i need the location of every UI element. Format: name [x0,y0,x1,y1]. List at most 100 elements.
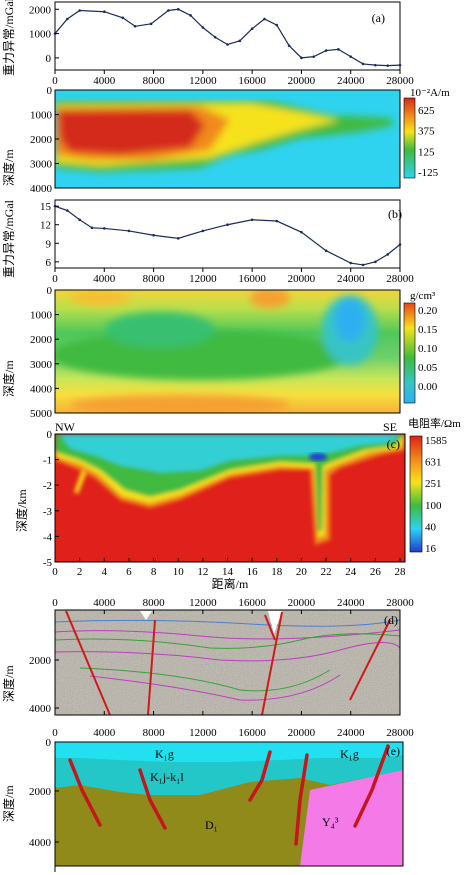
panel-e-unit-y4: Y₄³ [322,815,339,829]
panel-c-xtick-tick-label: 2 [77,566,83,578]
panel-b-gravity-ytick-label: 6 [46,257,52,269]
panel-b-density-ytick-tick-label: 1000 [30,310,53,322]
panel-e-label: (e) [387,744,400,758]
panel-e-ylabel: 深度/m [1,785,16,822]
panel-e-ytick-label: 0 [46,737,52,749]
panel-b-colorbar-tick: 0.05 [418,362,438,374]
panel-c-colorbar-tick: 16 [425,543,437,555]
panel-b-gravity-data-point [250,218,254,222]
panel-b-gravity-data-point [152,233,155,237]
panel-a-gravity-data-point [66,17,69,21]
panel-e-unit-k1g-right: K₁g [340,747,359,761]
panel-e-unit-d1: D₁ [205,818,218,832]
panel-a-colorbar-tick: -125 [418,167,439,179]
panel-a-gravity-data-point [250,27,254,31]
panel-c-xtick-tick-label: 28 [395,566,407,578]
panel-b-gravity-xtick-label: 8000 [143,273,166,285]
panel-c-resistivity-map [55,434,405,562]
panel-d-top-tick-tick-label: 20000 [288,597,316,609]
panel-d-bottom-tick-tick-label: 8000 [143,727,166,739]
panel-a-colorbar-tick: 625 [418,105,435,117]
panel-a-gravity-data-point [121,16,125,20]
panel-b-colorbar-tick: 0.15 [418,324,438,336]
panel-c-se-label: SE [383,420,397,434]
panel-b-gravity-ytick-label: 9 [46,238,52,250]
panel-b-gravity-xtick-label: 12000 [189,273,217,285]
panel-c-xticks: 0 2 4 6 8 10 12 14 16 18 20 22 24 26 28 [52,558,406,578]
panel-b-gravity-data-point [201,229,205,233]
panel-b-gravity-data-point [66,209,69,212]
panel-a-gravity: (a) 2000 1000 0 0 4000 8000 12000 16000 20000 24… [2,0,414,87]
panel-c-xtick-tick-label: 18 [271,566,283,578]
panel-a-colorbar-unit: 10⁻²A/m [410,87,450,99]
panel-c-resistivity: NW SE (c) 0-1-2-3-4-5 0 2 4 6 8 10 12 14 16 18 20 2… [14,416,461,591]
panel-d-seismic-image [55,610,400,715]
panel-a-gravity-series-line [54,8,401,67]
panel-b-gravity-data-point [127,229,131,233]
panel-b-gravity-xtick-label: 20000 [288,273,316,285]
panel-c-ytick-tick-label: 0 [47,429,53,441]
panel-c-colorbar-tick: 251 [425,478,442,490]
panel-d-frame [54,609,401,716]
panel-d-bottom-tick-tick-label: 24000 [337,727,365,739]
panel-c-xlabel: 距离/m [212,576,249,591]
panel-a-gravity-data-point [238,39,242,43]
panel-a-gravity-data-point [324,49,328,52]
panel-c-xtick-tick-label: 26 [370,566,382,578]
panel-b-density-ylabel: 深度/m [1,360,16,397]
panel-a-gravity-frame [54,1,401,71]
panel-a-colorbar [403,97,416,179]
panel-c-xtick-tick-label: 0 [52,566,58,578]
panel-a-gravity-data-point [189,14,192,17]
panel-d-yticks: 2000 4000 [29,655,59,715]
panel-a-gravity-data-point [213,35,217,39]
panel-b-colorbar-unit: g/cm³ [410,290,436,302]
panel-e-frame [54,741,404,867]
panel-a-gravity-data-point [386,64,389,67]
panel-a-gravity-xtick-label: 8000 [143,75,166,87]
panel-b-gravity-xtick-label: 0 [52,273,58,285]
panel-b-gravity-line-group [53,204,402,267]
panel-b-density-ytick-tick-label: 4000 [30,383,53,395]
panel-a-gravity-data-point [374,63,377,67]
panel-a-gravity-ytick-label: 1000 [29,29,52,41]
panel-a-susceptibility-ytick-tick-label: 2000 [30,134,53,146]
panel-b-gravity-xtick-label: 24000 [337,273,365,285]
panel-b-colorbar [403,302,416,404]
panel-d-bottom-tick-tick-label: 28000 [386,727,414,739]
panel-b-gravity-data-point [78,218,81,222]
panel-e-unit-k1j: K₁j-k₁l [150,770,184,784]
panel-b-gravity-data-point [90,226,94,230]
panel-b-gravity-data-point [374,260,377,264]
panel-b-density-map [55,290,400,413]
panel-a-gravity-data-point [361,62,365,66]
panel-c-xtick-tick-label: 20 [296,566,308,578]
panel-b-gravity-data-point [324,249,328,252]
panel-a-gravity-data-point [398,63,402,67]
panel-a-susceptibility-ytick-tick-label: 1000 [30,110,53,122]
panel-e-ytick-label: 4000 [29,837,52,849]
panel-a-gravity-xtick-label: 16000 [238,75,266,87]
panel-c-xtick-tick-label: 24 [345,566,357,578]
panel-a-gravity-data-point [226,43,229,46]
panel-c-colorbar-tick: 631 [425,457,442,469]
panel-a-gravity-data-point [300,56,303,60]
panel-a-gravity-data-point [263,17,266,21]
panel-c-nw-label: NW [55,420,76,434]
panel-a-gravity-data-point [149,22,153,26]
panel-a-susceptibility-ytick-tick-label: 0 [47,85,53,97]
panel-c-xtick-tick-label: 4 [102,566,108,578]
panel-c-frame [54,433,406,563]
panel-a-gravity-ytick-label: 2000 [29,4,52,16]
panel-e-ytick-label: 2000 [29,786,52,798]
panel-a-susceptibility-ytick-tick-label: 4000 [30,183,53,195]
panel-c-xtick-tick-label: 10 [173,566,185,578]
panel-a-gravity-data-point [312,55,316,58]
panel-c-colorbar-tick: 40 [425,521,437,533]
panel-b-gravity-data-point [349,261,353,265]
panel-d-top-tick-tick-label: 28000 [386,597,414,609]
panel-b-density: 0 1000 2000 3000 4000 5000 深度/m g/cm³ 0.20 0.1… [1,285,438,420]
panel-d-top-tick-tick-label: 8000 [143,597,166,609]
panel-b-gravity-data-point [398,243,402,246]
